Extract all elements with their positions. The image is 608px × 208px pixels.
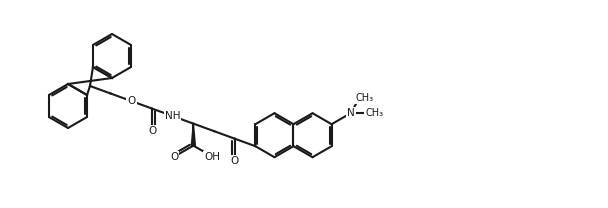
Text: O: O	[127, 96, 136, 106]
Text: O: O	[230, 156, 239, 166]
Text: CH₃: CH₃	[356, 93, 373, 103]
Text: N: N	[347, 108, 354, 118]
Text: OH: OH	[204, 152, 221, 162]
Text: CH₃: CH₃	[365, 108, 383, 118]
Text: O: O	[170, 152, 178, 162]
Polygon shape	[192, 124, 195, 146]
Text: O: O	[148, 126, 156, 136]
Text: NH: NH	[165, 111, 181, 121]
